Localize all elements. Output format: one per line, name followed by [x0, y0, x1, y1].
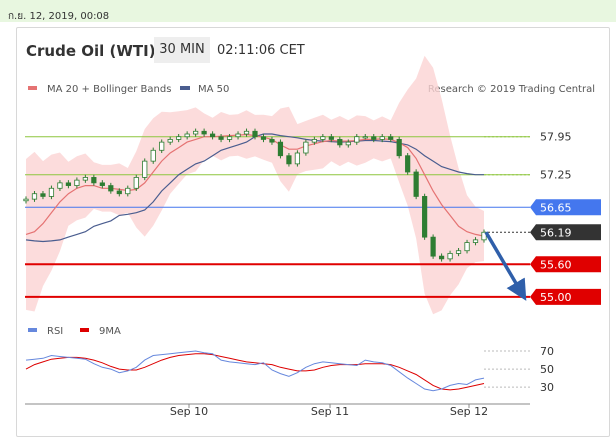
candle-body: [48, 187, 55, 197]
candle-body: [65, 182, 72, 186]
candle-body: [345, 141, 351, 146]
candle-body: [218, 136, 224, 140]
candle-body: [74, 179, 80, 186]
candle-body: [252, 130, 258, 138]
candle-body: [193, 130, 199, 135]
candle-body: [125, 187, 131, 195]
credit-label: Research © 2019 Trading Central: [428, 84, 595, 95]
level-label-55.00: 55.00: [540, 291, 572, 304]
timeframe-badge[interactable]: 30 MIN: [154, 37, 210, 63]
chart-time: 02:11:06 CET: [217, 43, 305, 58]
candle-body: [405, 155, 411, 173]
candle-body: [379, 136, 385, 140]
time-label-2: Sep 12: [450, 405, 488, 418]
price-level-labels: 57.95 57.25 56.65 56.19 55.60 55.00: [530, 131, 601, 305]
candle-body: [269, 139, 275, 143]
ma50-legend-label: MA 50: [198, 84, 229, 95]
candle-body: [40, 193, 46, 197]
rsi-swatch: [28, 328, 37, 332]
instrument-title: Crude Oil (WTI): [26, 42, 156, 60]
bollinger-band: [26, 55, 484, 315]
timestamp: ก.ย. 12, 2019, 00:08: [8, 11, 110, 22]
level-label-57.95: 57.95: [540, 131, 572, 144]
candle-body: [142, 160, 148, 178]
candle-body: [388, 136, 394, 140]
candle-body: [328, 136, 334, 140]
time-axis-labels: Sep 10 Sep 11 Sep 12: [170, 404, 488, 418]
legend-ma50: MA 50: [180, 84, 229, 95]
level-tag-55.60: [530, 256, 601, 273]
candle-body: [150, 149, 156, 162]
top-bar: ก.ย. 12, 2019, 00:08: [0, 0, 616, 22]
candle-body: [311, 139, 317, 143]
candle-body: [108, 185, 114, 192]
rsi-tick-50: 50: [540, 363, 554, 376]
candle-body: [422, 196, 428, 238]
rsi-tick-70: 70: [540, 345, 554, 358]
level-label-56.19: 56.19: [540, 226, 572, 239]
price-candles: [23, 128, 487, 262]
candle-body: [472, 239, 479, 243]
candle-body: [184, 133, 190, 138]
candle-body: [354, 136, 360, 143]
candle-body: [167, 139, 173, 143]
candle-body: [371, 136, 377, 140]
rsi-tick-30: 30: [540, 381, 554, 394]
ma9-swatch: [80, 328, 89, 332]
level-label-56.65: 56.65: [540, 201, 572, 214]
rsi-legend-label: RSI: [47, 326, 63, 337]
level-tag-56.19: [530, 224, 601, 241]
rsi-line: [25, 350, 485, 392]
candle-body: [57, 182, 63, 189]
candle-body: [209, 133, 216, 138]
candle-body: [235, 133, 241, 138]
candle-body: [337, 139, 343, 146]
candle-body: [176, 136, 182, 140]
price-levels: [25, 136, 530, 298]
candle-body: [116, 190, 122, 195]
forecast-arrow-icon: [484, 231, 527, 301]
candle-body: [133, 177, 139, 189]
candle-body: [320, 136, 326, 140]
ma50-swatch: [180, 86, 190, 90]
level-label-55.60: 55.60: [540, 258, 572, 271]
ma20-legend-label: MA 20 + Bollinger Bands: [47, 84, 171, 95]
candle-body: [396, 139, 402, 157]
candle-body: [277, 141, 284, 157]
time-label-1: Sep 11: [311, 405, 349, 418]
legend-ma20: MA 20 + Bollinger Bands: [28, 84, 171, 95]
rsi-ma-line: [25, 353, 485, 391]
candle-body: [201, 130, 207, 135]
candle-body: [438, 255, 445, 260]
level-label-57.25: 57.25: [540, 169, 572, 182]
rsi-grid: 70 50 30: [484, 345, 554, 394]
time-label-0: Sep 10: [170, 405, 208, 418]
candle-body: [91, 177, 97, 184]
legend-rsi: RSI 9MA: [28, 326, 121, 337]
candle-body: [362, 136, 368, 139]
level-tag-55.00: [530, 288, 601, 305]
candle-body: [243, 130, 250, 135]
candle-body: [159, 141, 165, 151]
candle-body: [99, 182, 105, 186]
candle-body: [31, 193, 38, 200]
candle-body: [413, 171, 419, 197]
candle-body: [82, 177, 88, 181]
candle-body: [286, 155, 292, 165]
ma9-legend-label: 9MA: [99, 326, 121, 337]
candle-body: [481, 231, 487, 241]
candle-body: [303, 141, 309, 154]
candle-body: [447, 253, 453, 260]
candle-body: [464, 242, 470, 252]
candle-body: [226, 136, 233, 140]
candle-body: [430, 236, 436, 257]
candle-body: [455, 250, 462, 254]
candle-body: [294, 152, 301, 165]
ma20-swatch: [28, 86, 37, 90]
candle-body: [23, 198, 29, 202]
candle-body: [260, 136, 267, 140]
level-tag-56.65: [530, 199, 601, 216]
